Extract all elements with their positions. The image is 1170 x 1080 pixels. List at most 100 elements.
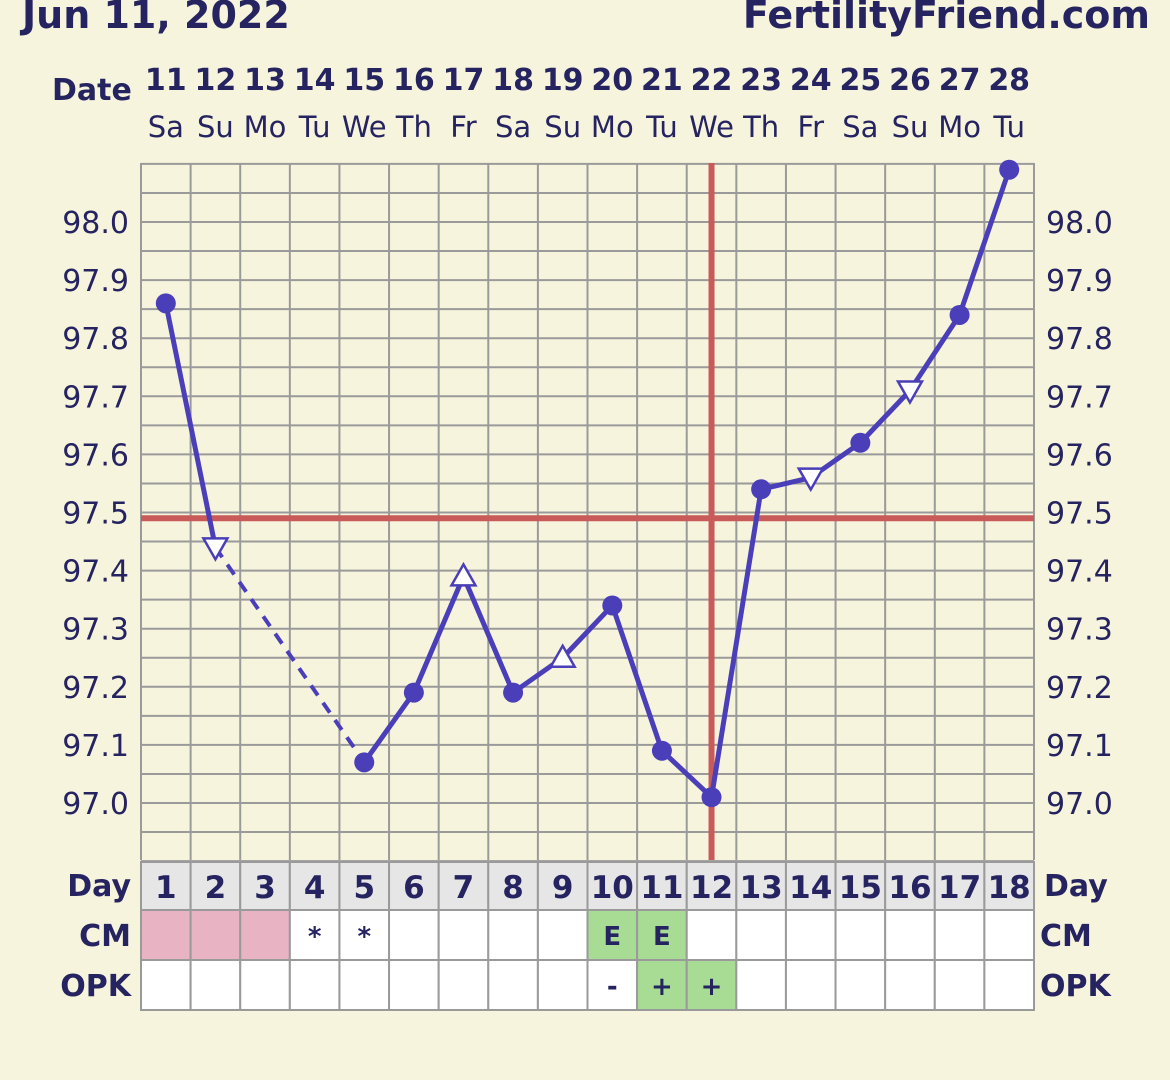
opk-cell	[140, 959, 192, 1011]
y-tick-label-right: 97.5	[1046, 497, 1113, 532]
data-point	[354, 752, 375, 773]
date-label: 18	[492, 63, 534, 98]
opk-cell	[983, 959, 1036, 1011]
y-tick-label-left: 97.7	[62, 380, 129, 415]
cm-cell	[884, 909, 936, 961]
opk-cell	[933, 959, 986, 1011]
day-number: 14	[789, 870, 832, 906]
y-tick-label-right: 97.2	[1046, 671, 1113, 706]
day-cell	[239, 861, 291, 911]
data-point	[403, 682, 424, 703]
date-label: 17	[443, 63, 485, 98]
y-tick-label-left: 97.1	[62, 729, 129, 764]
date-label: 19	[542, 63, 584, 98]
weekday-label: Fr	[798, 110, 825, 144]
day-number: 3	[254, 870, 276, 906]
cm-row-label-left: CM	[79, 919, 131, 954]
opk-row-label-right: OPK	[1040, 969, 1112, 1004]
opk-cell	[884, 959, 936, 1011]
day-cell	[983, 861, 1036, 911]
data-point	[850, 432, 871, 453]
cm-row-label-right: CM	[1040, 919, 1092, 954]
cm-cell	[586, 909, 639, 961]
day-cell	[933, 861, 986, 911]
cm-cell	[735, 909, 787, 961]
date-label: 23	[740, 63, 782, 98]
data-point	[155, 293, 176, 314]
y-tick-label-right: 97.1	[1046, 729, 1113, 764]
date-label: 27	[939, 63, 981, 98]
series-line-segment	[659, 748, 715, 800]
opk-value: -	[607, 972, 618, 1002]
opk-cell	[437, 959, 490, 1011]
series-line-segment	[560, 602, 615, 661]
opk-cell	[834, 959, 887, 1011]
weekday-label: Tu	[992, 110, 1025, 144]
opk-cell	[189, 959, 242, 1011]
cm-cell	[536, 909, 589, 961]
y-tick-label-left: 97.9	[62, 264, 129, 299]
coverline-and-ovulation	[141, 163, 1034, 860]
date-label: 12	[195, 63, 237, 98]
data-point	[751, 479, 772, 500]
weekday-label: Sa	[495, 110, 531, 144]
series-line-segment	[609, 602, 665, 754]
series-line-segment	[709, 486, 764, 800]
day-number: 1	[155, 870, 177, 906]
weekday-label: Tu	[645, 110, 678, 144]
opk-row-label-left: OPK	[60, 969, 132, 1004]
cm-cell	[784, 909, 837, 961]
cm-cell	[685, 909, 738, 961]
y-tick-label-right: 97.0	[1046, 787, 1113, 822]
cm-cell	[388, 909, 440, 961]
data-point-triangle-down	[796, 467, 825, 493]
day-number: 4	[304, 870, 326, 906]
weekday-label: Mo	[591, 110, 634, 144]
opk-cell	[487, 959, 539, 1011]
opk-cell	[636, 959, 688, 1011]
cm-value: *	[308, 922, 322, 952]
weekday-label: Mo	[244, 110, 287, 144]
date-label: 13	[244, 63, 286, 98]
date-label: 20	[591, 63, 633, 98]
date-label: 21	[641, 63, 683, 98]
y-tick-label-right: 97.7	[1046, 380, 1113, 415]
data-point	[651, 740, 672, 761]
data-point-triangle-up	[449, 561, 478, 587]
data-point-triangle-down	[895, 380, 925, 406]
data-point	[949, 304, 970, 325]
date-label: 25	[839, 63, 881, 98]
weekday-label: Su	[544, 110, 581, 144]
opk-cell	[288, 959, 341, 1011]
opk-value: +	[651, 972, 673, 1002]
y-tick-label-left: 97.4	[62, 555, 129, 590]
day-number: 2	[205, 870, 227, 906]
opk-cell	[536, 959, 589, 1011]
series-line-segment	[163, 300, 218, 550]
opk-cell	[784, 959, 837, 1011]
series-line-segment	[460, 573, 516, 696]
weekday-label: Su	[892, 110, 929, 144]
data-point	[999, 159, 1020, 180]
day-row-label-left: Day	[67, 869, 131, 904]
chart-date-title: Jun 11, 2022	[19, 0, 290, 37]
site-name: FertilityFriend.com	[743, 0, 1150, 37]
date-row-label: Date	[52, 73, 132, 108]
day-number: 10	[591, 870, 634, 906]
date-label: 11	[145, 63, 187, 98]
opk-cell	[338, 959, 391, 1011]
opk-cell	[586, 959, 639, 1011]
cm-cell	[437, 909, 490, 961]
data-point-triangle-down	[201, 537, 230, 562]
opk-value: +	[701, 972, 723, 1002]
weekday-label: Tu	[298, 110, 331, 144]
cm-cell	[140, 909, 192, 961]
weekday-label: Sa	[842, 110, 878, 144]
y-tick-label-right: 97.8	[1046, 322, 1113, 357]
y-tick-label-left: 97.5	[62, 497, 129, 532]
day-number: 6	[403, 870, 425, 906]
series-line-segment	[361, 690, 417, 765]
cm-cell	[834, 909, 887, 961]
y-tick-label-left: 97.8	[62, 322, 129, 357]
